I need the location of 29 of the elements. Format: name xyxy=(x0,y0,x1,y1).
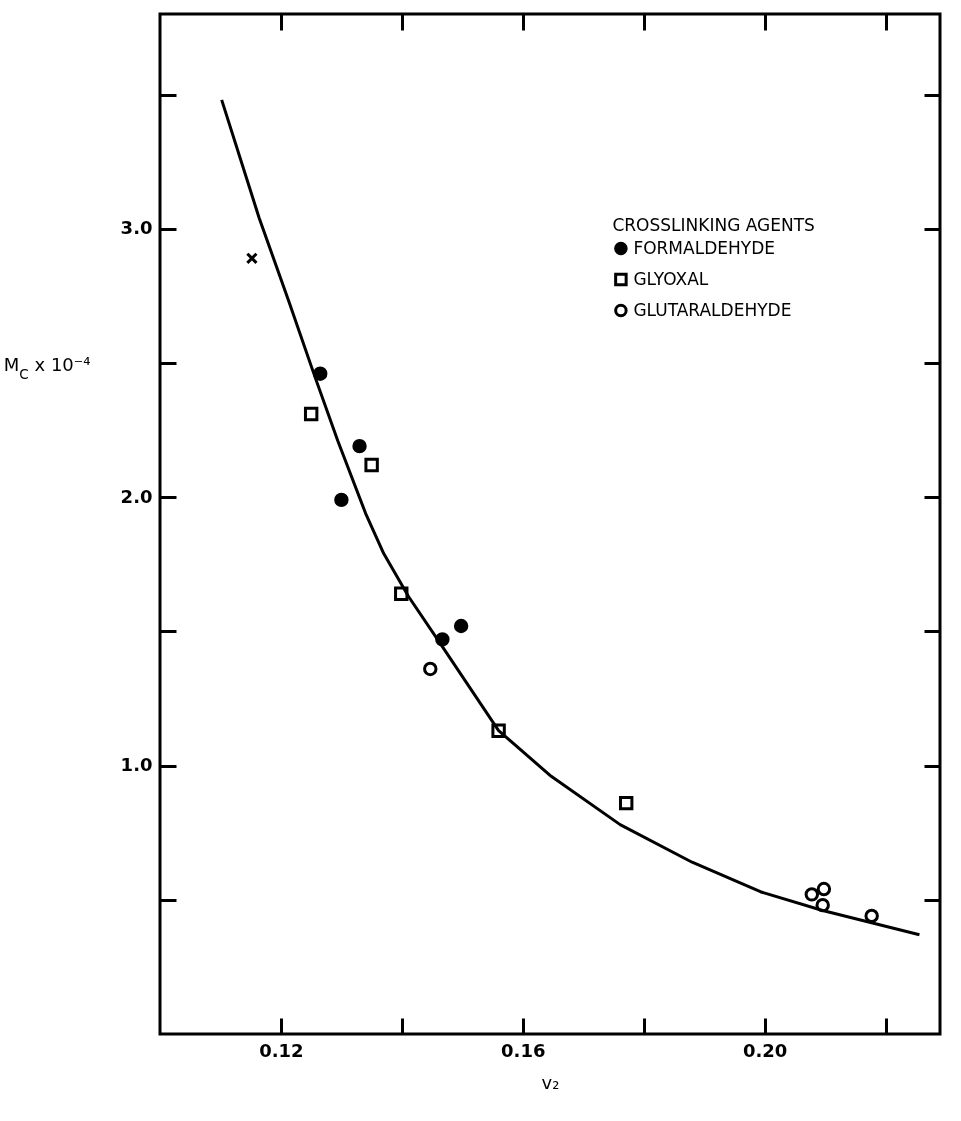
legend-label: GLUTARALDEHYDE xyxy=(633,299,792,320)
y-axis-title: M$_{C}$ x 10⁻⁴ xyxy=(3,354,91,383)
point xyxy=(334,492,349,508)
x-tick-label: 0.20 xyxy=(742,1039,788,1061)
y-tick-label: 2.0 xyxy=(120,485,153,507)
point xyxy=(815,897,830,913)
point xyxy=(364,457,379,473)
line-series xyxy=(220,98,921,937)
point xyxy=(245,252,258,265)
x-tick-label: 0.16 xyxy=(501,1039,546,1061)
point xyxy=(816,881,832,897)
point xyxy=(435,632,450,647)
point xyxy=(313,366,328,381)
point xyxy=(303,406,319,422)
point xyxy=(804,887,820,902)
legend-label: GLYOXAL xyxy=(633,268,709,289)
point xyxy=(453,618,469,634)
x-tick-label: 0.12 xyxy=(259,1039,304,1061)
point xyxy=(394,586,409,601)
y-tick-label: 3.0 xyxy=(120,217,153,239)
point xyxy=(423,661,438,677)
y-tick-label: 1.0 xyxy=(120,754,153,776)
point xyxy=(352,438,367,454)
point xyxy=(618,795,634,811)
legend-label: FORMALDEHYDE xyxy=(633,237,775,258)
legend-title: CROSSLINKING AGENTS xyxy=(612,215,815,235)
point xyxy=(864,908,879,924)
point xyxy=(491,723,506,738)
x-axis-title: v₂ xyxy=(541,1071,560,1093)
